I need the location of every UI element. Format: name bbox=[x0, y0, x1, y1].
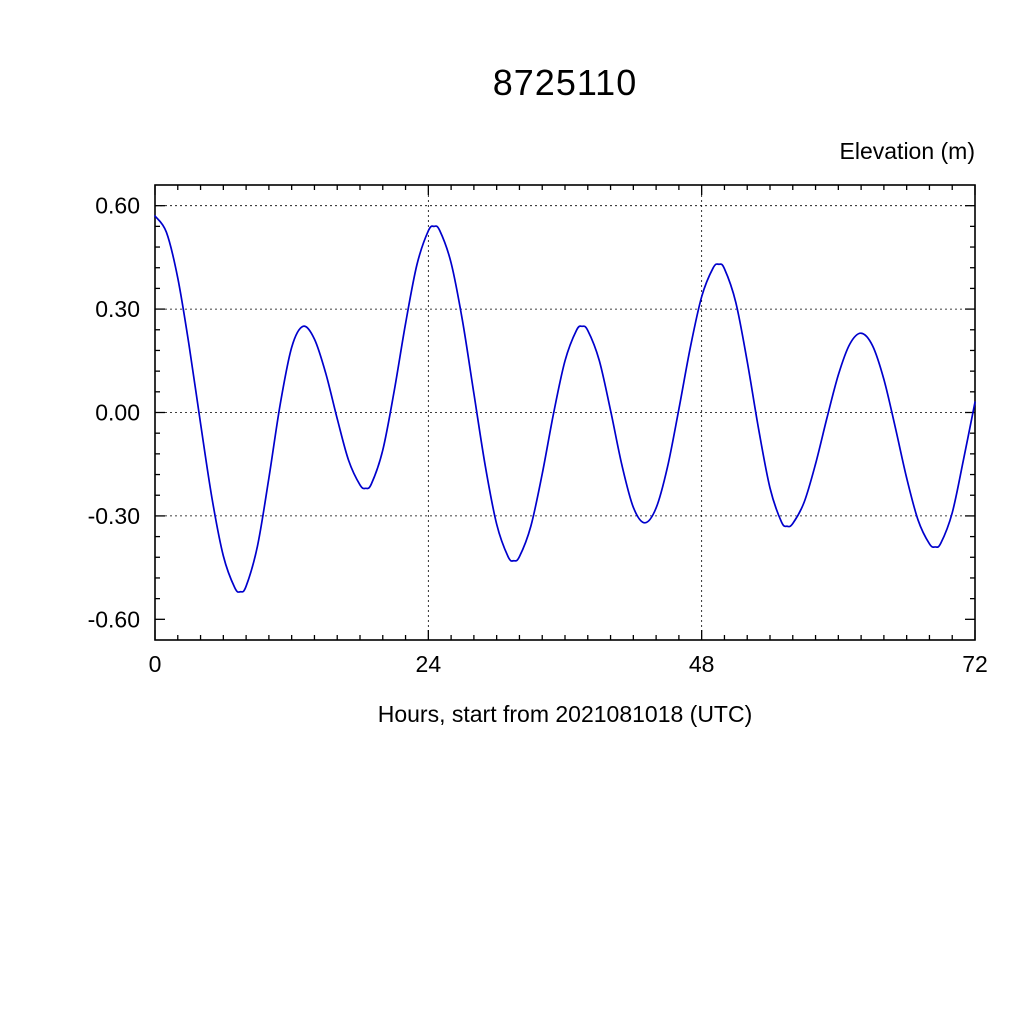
y-tick-label: 0.00 bbox=[95, 400, 140, 426]
x-axis-title: Hours, start from 2021081018 (UTC) bbox=[377, 701, 753, 727]
y-axis-title: Elevation (m) bbox=[839, 138, 975, 164]
chart-title: 8725110 bbox=[492, 62, 638, 103]
x-tick-label: 48 bbox=[689, 651, 715, 677]
x-tick-label: 0 bbox=[149, 651, 162, 677]
y-tick-label: -0.30 bbox=[88, 503, 140, 529]
y-tick-label: -0.60 bbox=[88, 606, 140, 632]
y-tick-label: 0.30 bbox=[95, 296, 140, 322]
plot-frame bbox=[154, 184, 976, 641]
plot-area: 0 24 48 72 0.60 0.30 0.00 -0.30 -0.60 bbox=[88, 184, 988, 677]
x-tick-label: 24 bbox=[416, 651, 442, 677]
x-tick-label: 72 bbox=[962, 651, 988, 677]
y-tick-label: 0.60 bbox=[95, 193, 140, 219]
tide-elevation-line bbox=[154, 215, 976, 593]
